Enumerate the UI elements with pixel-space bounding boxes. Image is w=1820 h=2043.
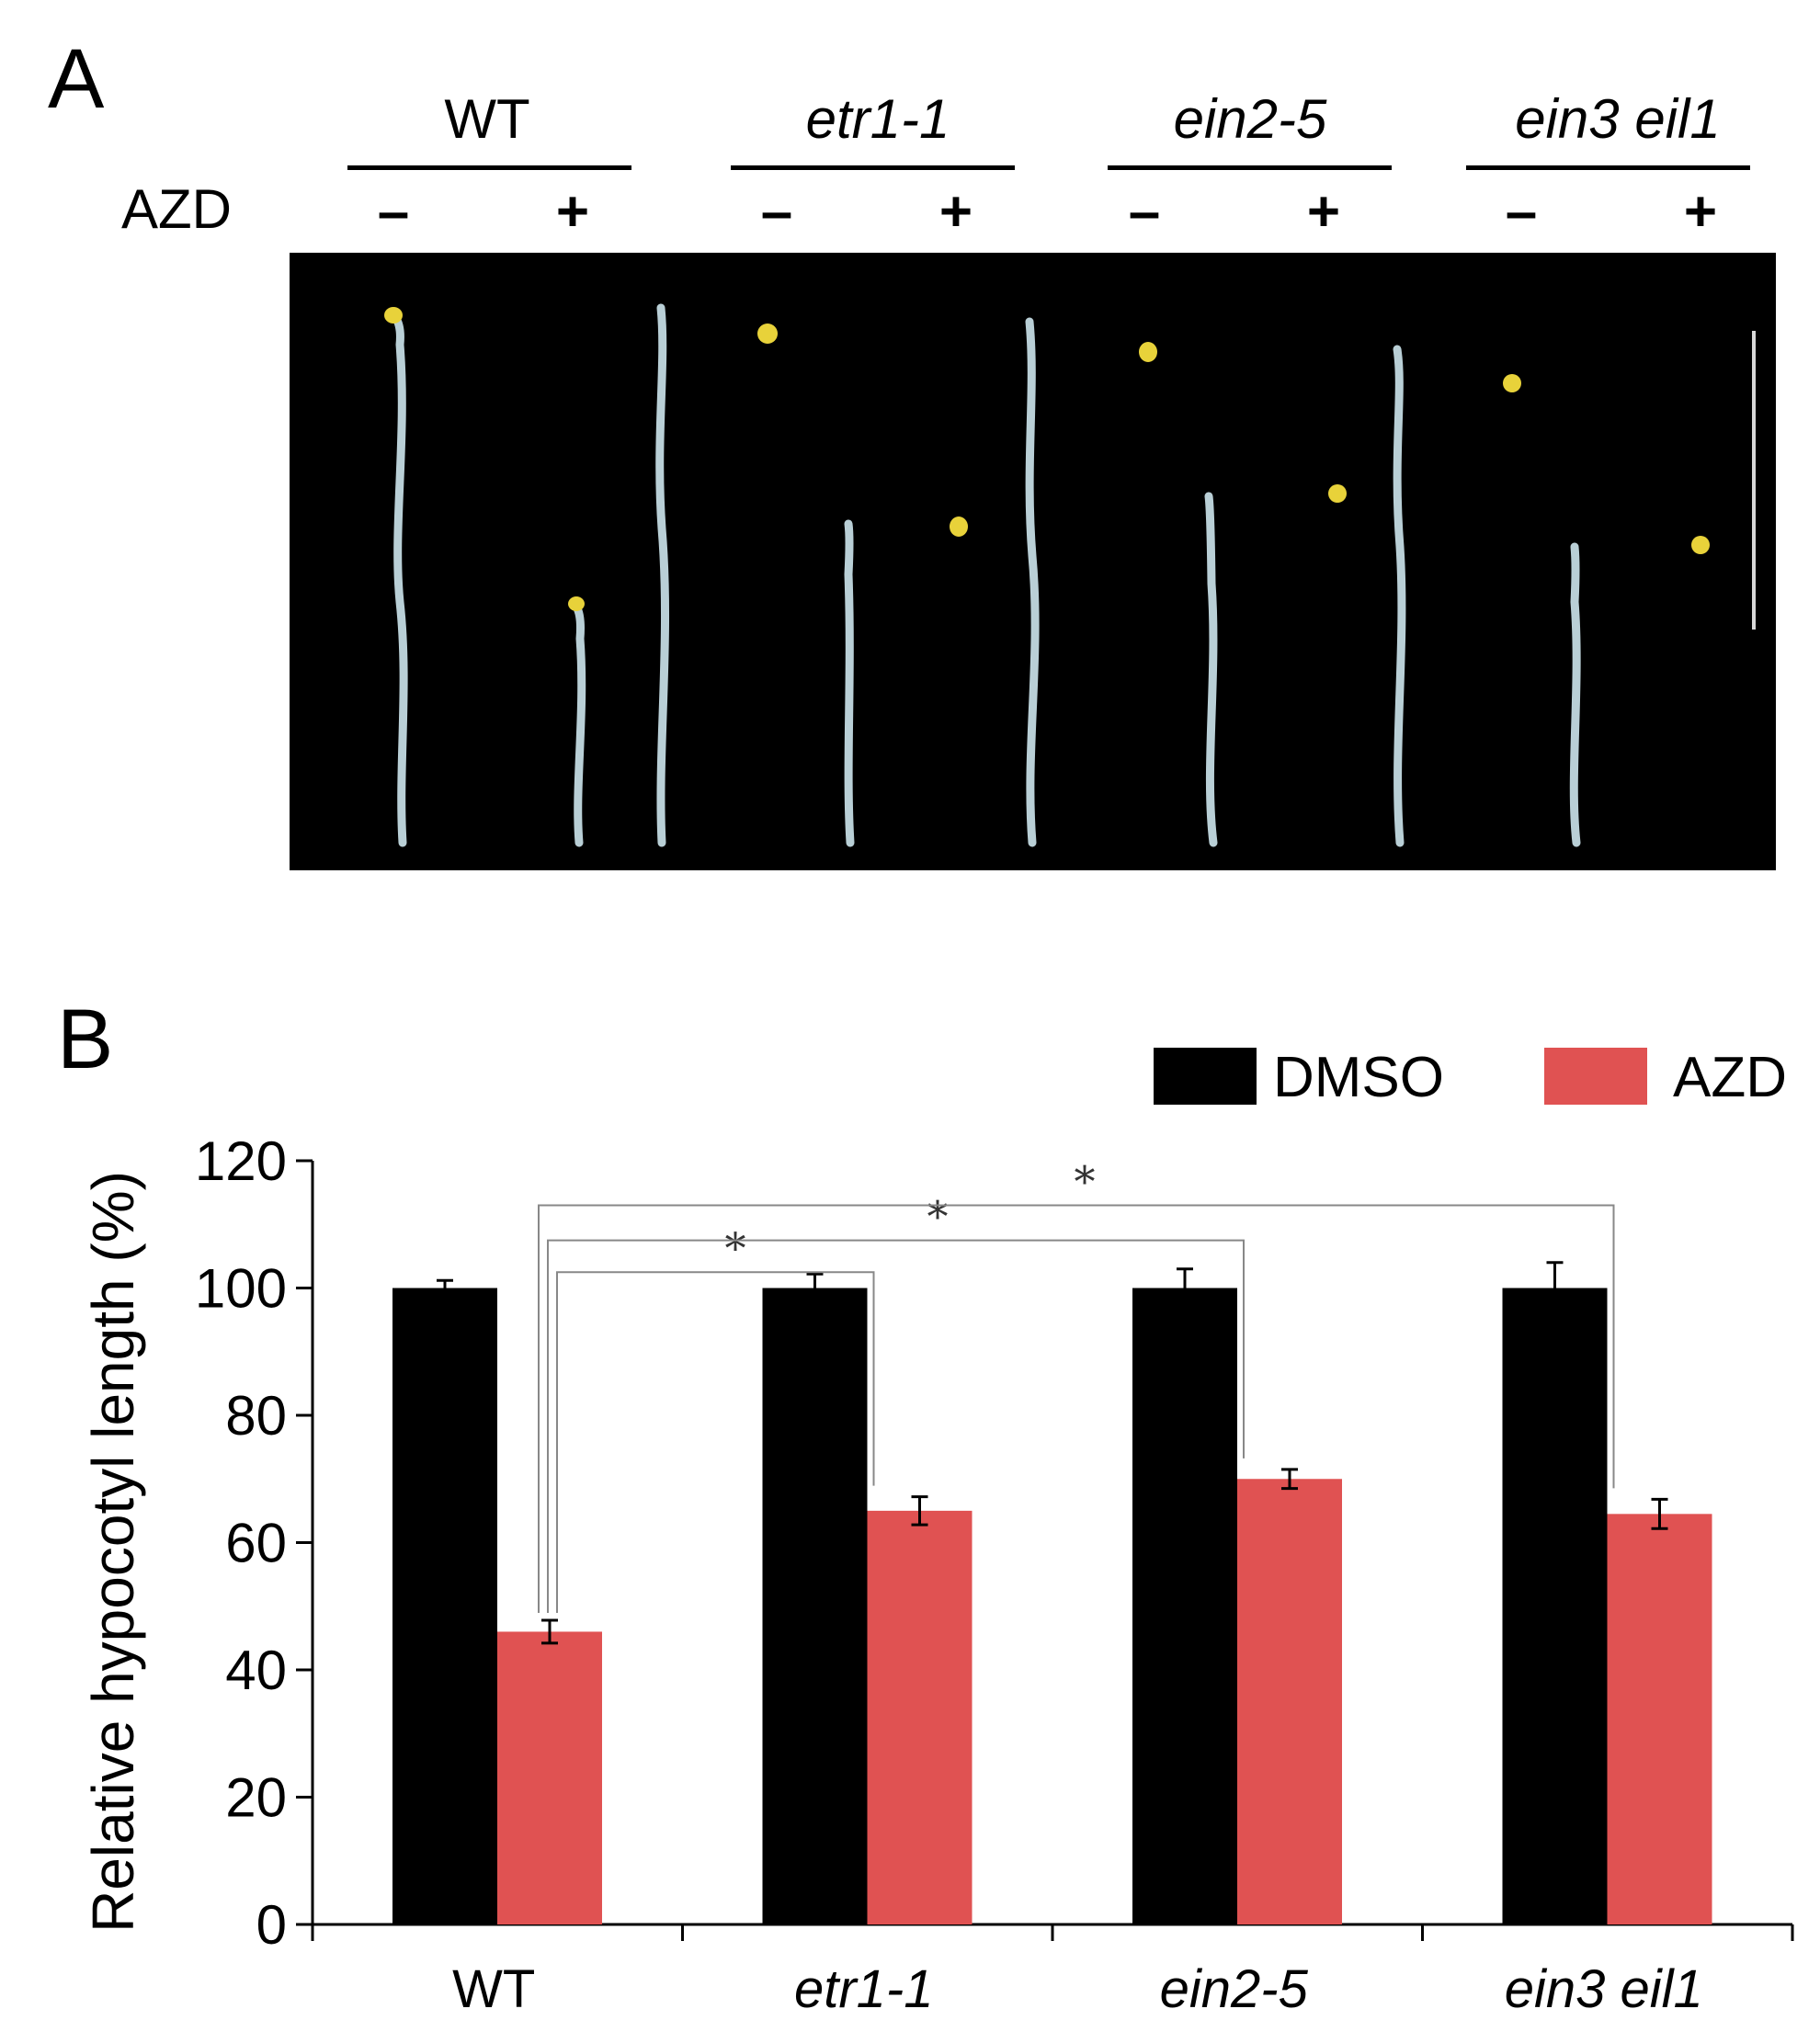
legend-label-azd: AZD: [1673, 1046, 1787, 1109]
genotype-underline-etr1-1: [731, 165, 1015, 170]
bar-azd-ein3-eil1: [1607, 1514, 1712, 1924]
seedling-ein3-azd: [1569, 542, 1581, 847]
treatment-plus-ein2-5: +: [1306, 180, 1341, 244]
genotype-header-wt: WT: [444, 88, 530, 150]
significance-star-ein3-eil1: *: [1075, 1156, 1096, 1206]
y-tick-label-120: 120: [195, 1130, 287, 1192]
significance-star-etr1-1: *: [725, 1223, 746, 1273]
genotype-header-ein3-eil1: ein3 eil1: [1515, 88, 1721, 150]
seedling-etr1-azd: [844, 519, 855, 847]
panel-a-letter: A: [48, 32, 105, 126]
y-tick-label-20: 20: [225, 1767, 287, 1829]
bar-dmso-etr1-1: [762, 1288, 868, 1924]
significance-bracket-ein2-5: [547, 1239, 1245, 1613]
treatment-plus-ein3-eil1: +: [1683, 180, 1718, 244]
significance-star-ein2-5: *: [927, 1192, 949, 1242]
x-category-label-wt: WT: [452, 1959, 535, 2019]
bar-azd-ein2-5: [1237, 1479, 1342, 1924]
treatment-minus-etr1-1: –: [760, 180, 793, 244]
genotype-header-ein2-5: ein2-5: [1173, 88, 1327, 150]
y-tick-label-100: 100: [195, 1258, 287, 1320]
seedling-wt-azd: [572, 602, 586, 847]
treatment-label: AZD: [121, 178, 232, 240]
y-tick-label-0: 0: [256, 1894, 287, 1956]
genotype-header-etr1-1: etr1-1: [805, 88, 950, 150]
treatment-minus-wt: –: [377, 180, 410, 244]
genotype-underline-ein3-eil1: [1466, 165, 1750, 170]
y-axis-label: Relative hypocotyl length (%): [80, 1171, 146, 1933]
bar-dmso-ein3-eil1: [1502, 1288, 1608, 1924]
y-tick-label-80: 80: [225, 1385, 287, 1447]
genotype-underline-wt: [347, 165, 631, 170]
bar-chart: 0 20 40 60 80 100 120 Relative hypocotyl length…: [80, 1130, 1794, 2019]
seedling-ein3-dmso: [1393, 345, 1406, 847]
treatment-plus-etr1-1: +: [938, 180, 973, 244]
x-category-label-ein2-5: ein2-5: [1160, 1959, 1309, 2019]
significance-bracket-etr1-1: [556, 1271, 875, 1613]
seedling-ein2-dmso: [1025, 317, 1040, 847]
seedling-etr1-dmso: [655, 303, 670, 847]
genotype-underline-ein2-5: [1108, 165, 1392, 170]
seedling-photo: [290, 253, 1776, 870]
seedling-wt-dmso: [391, 312, 408, 847]
y-tick-label-60: 60: [225, 1513, 287, 1574]
seedling-ein2-azd: [1204, 492, 1218, 847]
x-category-label-etr1-1: etr1-1: [794, 1959, 934, 2019]
treatment-minus-ein3-eil1: –: [1505, 180, 1538, 244]
significance-bracket-ein3-eil1: [538, 1204, 1615, 1613]
bar-dmso-wt: [392, 1288, 497, 1924]
seedling-photo-icon: [384, 303, 1756, 847]
y-tick-label-40: 40: [225, 1640, 287, 1701]
bar-dmso-ein2-5: [1132, 1288, 1237, 1924]
panel-b-letter: B: [57, 993, 114, 1086]
legend-swatch-dmso: [1154, 1048, 1257, 1105]
treatment-minus-ein2-5: –: [1128, 180, 1161, 244]
treatment-plus-wt: +: [555, 180, 590, 244]
bar-azd-etr1-1: [867, 1510, 973, 1924]
x-category-label-ein3-eil1: ein3 eil1: [1505, 1959, 1703, 2019]
bar-azd-wt: [497, 1631, 602, 1924]
legend-label-dmso: DMSO: [1273, 1046, 1444, 1109]
legend-swatch-azd: [1544, 1048, 1647, 1105]
